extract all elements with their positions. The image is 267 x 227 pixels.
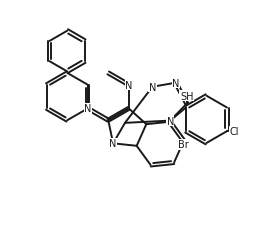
Text: N: N xyxy=(109,139,117,149)
Text: N: N xyxy=(84,104,92,114)
Text: N: N xyxy=(167,116,174,126)
Text: N: N xyxy=(172,78,179,88)
Text: N: N xyxy=(125,80,132,90)
Text: N: N xyxy=(149,82,156,92)
Text: Cl: Cl xyxy=(229,127,239,137)
Text: Br: Br xyxy=(178,140,189,150)
Text: SH: SH xyxy=(180,91,194,101)
